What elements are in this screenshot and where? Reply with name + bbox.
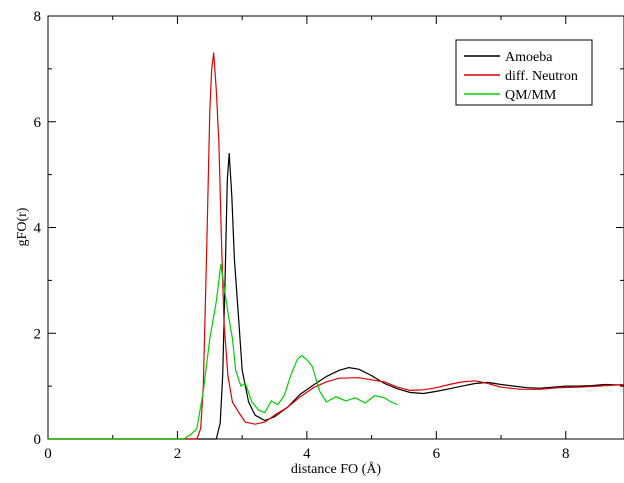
y-tick-label: 8 bbox=[34, 9, 42, 25]
legend-label-0: Amoeba bbox=[505, 50, 553, 65]
x-tick-label: 8 bbox=[562, 446, 570, 462]
y-axis-title: gFO(r) bbox=[15, 207, 30, 246]
x-tick-label: 4 bbox=[303, 446, 311, 462]
y-tick-label: 0 bbox=[34, 432, 42, 448]
tick-labels: 0 2 4 6 8 0 2 4 6 8 bbox=[34, 9, 570, 462]
x-axis-title: distance FO (Å) bbox=[291, 461, 382, 477]
series-line-1 bbox=[48, 52, 624, 440]
y-tick-label: 4 bbox=[34, 221, 42, 237]
y-tick-label: 6 bbox=[34, 115, 42, 131]
legend-label-2: QM/MM bbox=[505, 88, 557, 103]
series-line-2 bbox=[48, 263, 398, 440]
series-line-0 bbox=[48, 152, 624, 440]
y-tick-label: 2 bbox=[34, 326, 42, 342]
x-tick-label: 6 bbox=[433, 446, 441, 462]
legend: Amoeba diff. Neutron QM/MM bbox=[455, 39, 593, 106]
series-lines bbox=[48, 52, 624, 440]
x-tick-label: 0 bbox=[44, 446, 52, 462]
legend-label-1: diff. Neutron bbox=[505, 69, 578, 84]
ticks bbox=[47, 15, 624, 440]
x-tick-label: 2 bbox=[174, 446, 182, 462]
